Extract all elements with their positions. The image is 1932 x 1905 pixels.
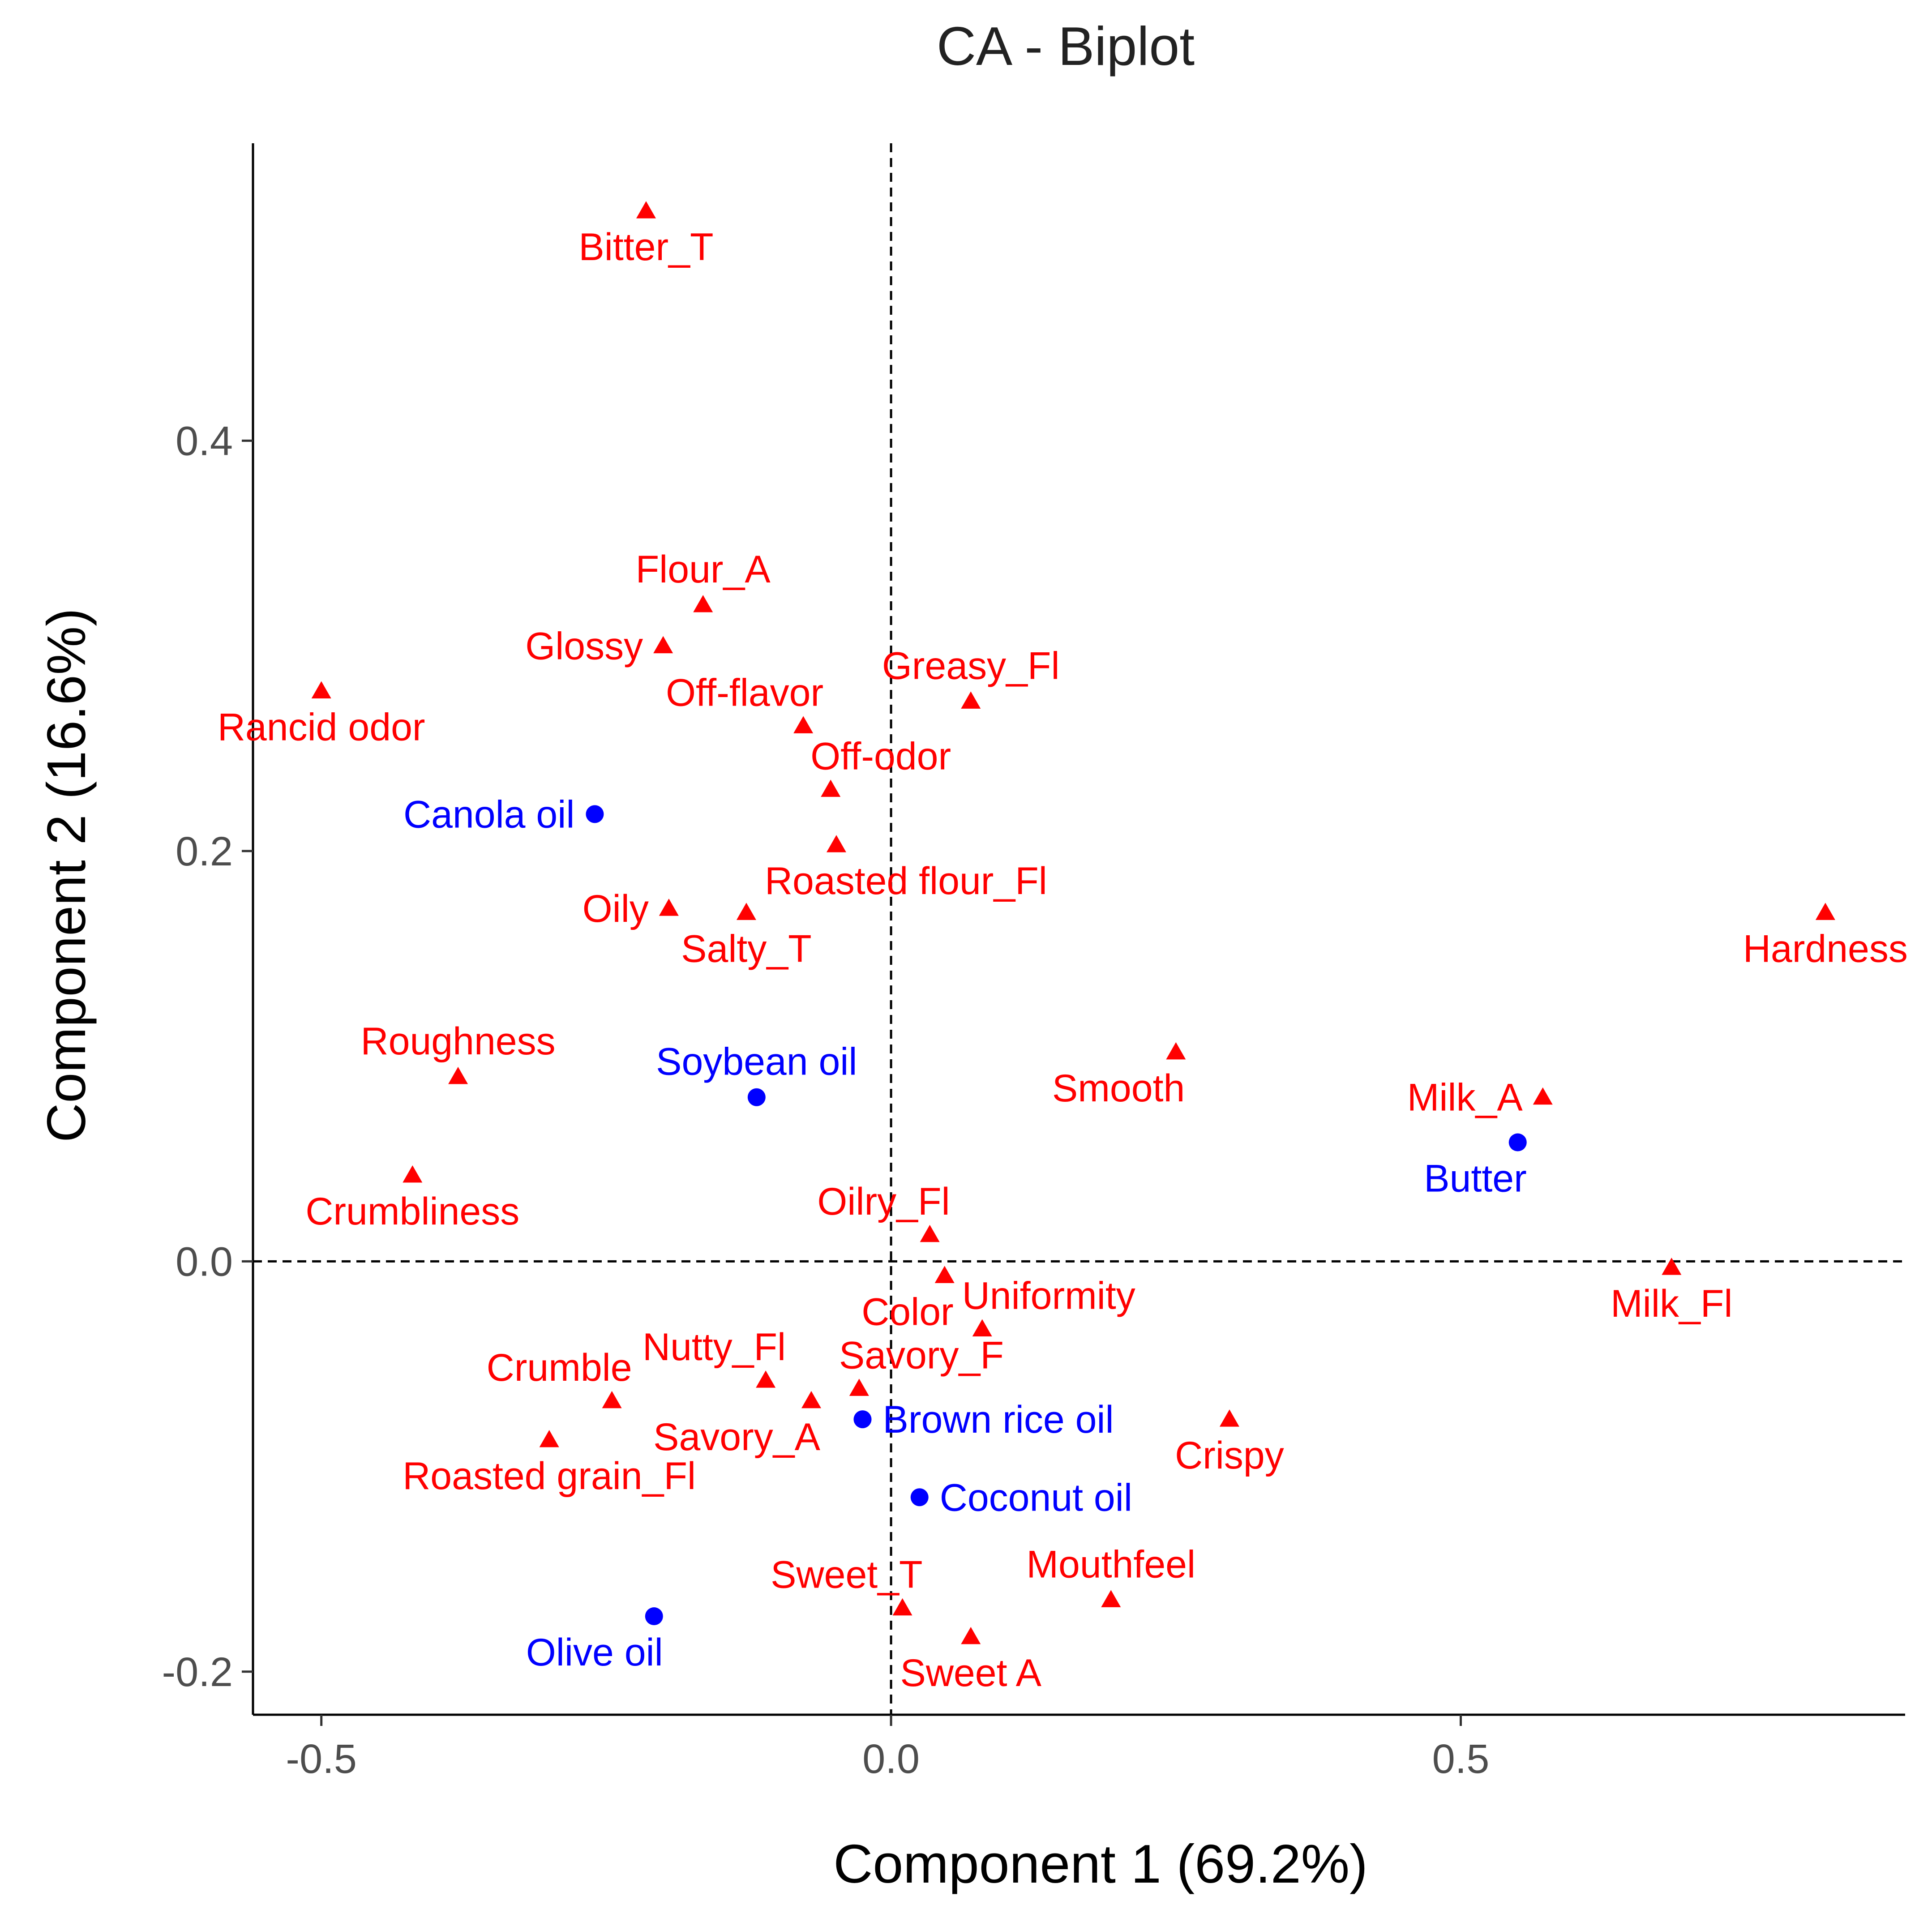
attribute-label-color: Color (861, 1290, 954, 1333)
sample-label-coconut-oil: Coconut oil (940, 1476, 1132, 1519)
attribute-point-sweet-t (892, 1598, 912, 1616)
attribute-point-color (934, 1266, 955, 1283)
y-axis-title: Component 2 (16.6%) (36, 608, 97, 1143)
attribute-label-oily: Oily (583, 887, 649, 930)
attribute-point-nutty-fl (756, 1370, 776, 1388)
plot-area: -0.5 0.0 0.5 -0.2 0.0 0.2 0.4 Bitter_T Flour_A Gl… (162, 143, 1908, 1782)
sample-label-olive-oil: Olive oil (526, 1631, 663, 1674)
attribute-point-bitter-t (636, 201, 656, 218)
attribute-point-crispy (1219, 1409, 1239, 1427)
sample-point-soybean-oil (747, 1088, 766, 1106)
attribute-point-crumble (602, 1391, 622, 1408)
attribute-label-hardness: Hardness (1743, 927, 1908, 970)
attribute-point-roughness (448, 1066, 468, 1084)
attribute-point-oily (659, 899, 679, 916)
attribute-label-roasted-flour-fl: Roasted flour_Fl (765, 860, 1047, 903)
sample-label-soybean-oil: Soybean oil (656, 1040, 857, 1083)
x-tick-label: 0.0 (862, 1736, 920, 1782)
sample-point-olive-oil (645, 1607, 663, 1626)
attribute-label-oilry-fl: Oilry_Fl (817, 1180, 950, 1223)
y-tick-label: 0.4 (176, 418, 233, 464)
x-tick-label: 0.5 (1432, 1736, 1490, 1782)
attribute-label-milk-a: Milk_A (1407, 1076, 1523, 1119)
attribute-point-savory-f (849, 1378, 869, 1396)
sample-point-butter (1508, 1133, 1527, 1152)
attribute-label-crispy: Crispy (1175, 1434, 1284, 1477)
sample-label-brown-rice-oil: Brown rice oil (882, 1398, 1114, 1441)
attribute-point-milk-a (1533, 1087, 1553, 1105)
sample-point-brown-rice-oil (853, 1410, 872, 1429)
attribute-point-crumbliness (403, 1165, 423, 1183)
attribute-label-savory-a: Savory_A (653, 1416, 820, 1459)
attribute-point-hardness (1815, 903, 1835, 920)
attribute-point-oilry-fl (920, 1224, 940, 1242)
x-axis-title: Component 1 (69.2%) (833, 1833, 1368, 1894)
attribute-point-milk-fl (1662, 1258, 1682, 1275)
attribute-point-greasy-fl (961, 691, 981, 709)
attribute-label-roughness: Roughness (361, 1020, 556, 1063)
attribute-label-roasted-grain-fl: Roasted grain_Fl (403, 1455, 696, 1498)
sample-point-canola-oil (586, 805, 604, 823)
attribute-label-uniformity: Uniformity (962, 1275, 1135, 1318)
sample-label-canola-oil: Canola oil (403, 793, 574, 836)
attribute-label-smooth: Smooth (1052, 1067, 1185, 1110)
attribute-label-milk-fl: Milk_Fl (1611, 1282, 1732, 1325)
attribute-label-nutty-fl: Nutty_Fl (643, 1326, 786, 1369)
y-tick-label: 0.0 (176, 1239, 233, 1284)
attribute-point-savory-a (801, 1391, 821, 1408)
attribute-point-rancid-odor (311, 681, 331, 698)
attribute-point-sweet-a (961, 1627, 981, 1644)
attribute-point-off-flavor (793, 716, 814, 733)
attribute-label-crumbliness: Crumbliness (305, 1190, 519, 1233)
attribute-label-crumble: Crumble (487, 1346, 632, 1389)
attribute-label-sweet-a: Sweet A (900, 1652, 1041, 1695)
chart-title: CA - Biplot (937, 16, 1195, 77)
attribute-label-rancid-odor: Rancid odor (218, 706, 425, 749)
sample-label-butter: Butter (1424, 1157, 1526, 1200)
attribute-point-uniformity (972, 1319, 992, 1337)
attribute-label-glossy: Glossy (525, 625, 643, 668)
attribute-point-roasted-flour-fl (826, 835, 846, 852)
attribute-point-glossy (653, 636, 673, 654)
attribute-label-mouthfeel: Mouthfeel (1026, 1543, 1195, 1586)
y-tick-label: 0.2 (176, 829, 233, 874)
x-tick-label: -0.5 (286, 1736, 357, 1782)
attribute-point-flour-a (693, 595, 713, 612)
attribute-label-flour-a: Flour_A (636, 548, 771, 591)
attribute-point-off-odor (821, 779, 841, 797)
attribute-point-mouthfeel (1101, 1590, 1121, 1607)
attribute-label-bitter-t: Bitter_T (578, 226, 713, 269)
attribute-label-savory-f: Savory_F (839, 1334, 1004, 1377)
attribute-point-smooth (1166, 1042, 1186, 1060)
attribute-label-off-flavor: Off-flavor (666, 671, 823, 714)
sample-point-coconut-oil (910, 1488, 929, 1507)
attribute-point-salty-t (736, 903, 756, 920)
attribute-label-sweet-t: Sweet_T (771, 1554, 922, 1597)
y-tick-label: -0.2 (162, 1649, 233, 1695)
attribute-point-roasted-grain-fl (539, 1430, 559, 1447)
attribute-label-off-odor: Off-odor (810, 735, 951, 778)
attribute-label-greasy-fl: Greasy_Fl (882, 644, 1060, 687)
attribute-label-salty-t: Salty_T (681, 927, 812, 970)
